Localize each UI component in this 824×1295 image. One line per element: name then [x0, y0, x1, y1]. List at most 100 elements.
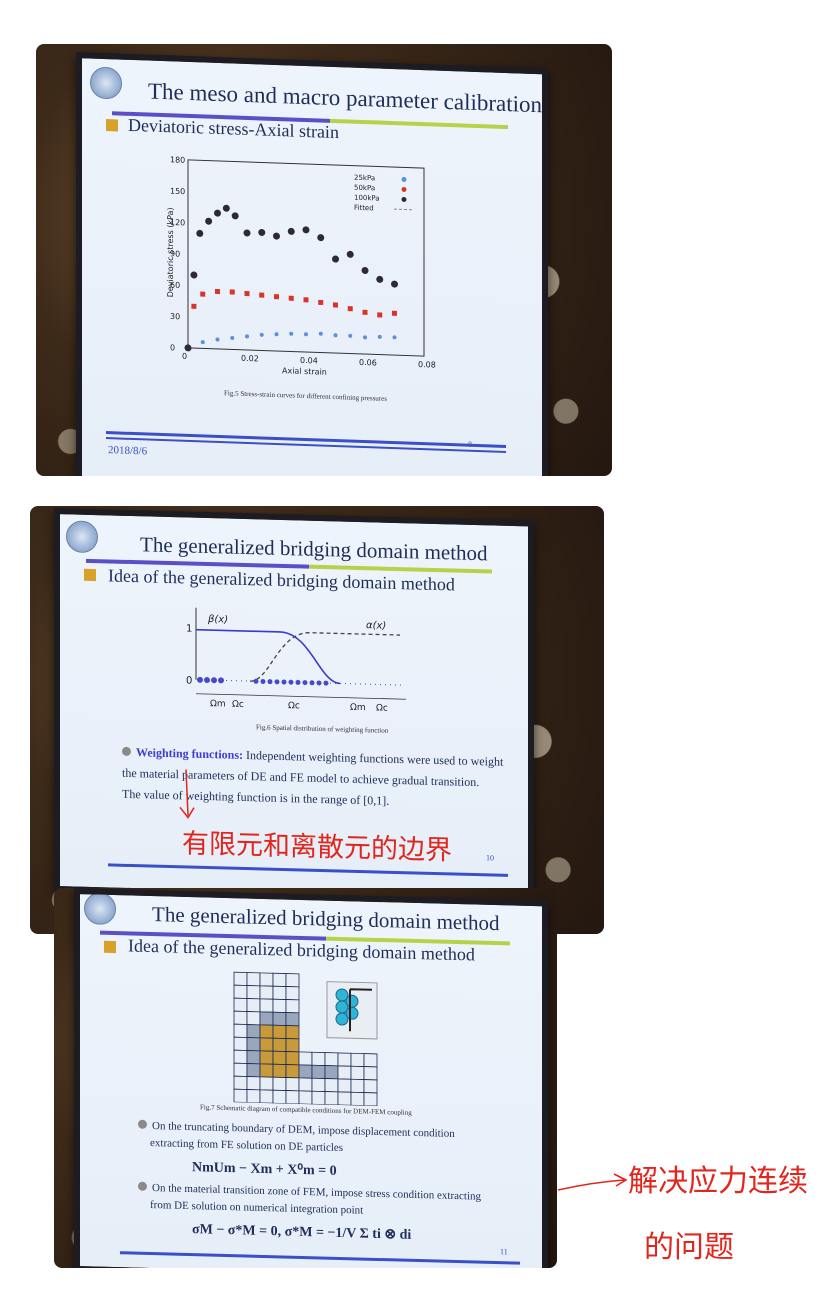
legend-label: 25kPa [354, 174, 375, 183]
bullet-square [106, 119, 118, 132]
mesh-cell [324, 1078, 339, 1093]
slide1-date: 2018/8/6 [108, 444, 148, 458]
omega-m-label-right: Ωm [350, 703, 366, 713]
legend-swatch [401, 196, 407, 202]
slide1-title: The meso and macro parameter calibration [148, 78, 543, 118]
bullet-label: Weighting functions: [136, 745, 244, 762]
slide2-caption: Fig.6 Spatial distribution of weighting … [256, 723, 389, 735]
legend-swatch [401, 186, 407, 192]
point-25kPa [377, 334, 382, 339]
mesh-cell [233, 1088, 248, 1103]
mesh-cell [233, 1075, 248, 1090]
mesh-cell [246, 1050, 261, 1065]
mesh-cell [285, 1077, 300, 1092]
mesh-cell [259, 1076, 274, 1091]
beta-curve [196, 628, 341, 685]
beta-label: β(x) [207, 614, 228, 626]
y-zero-label: 0 [186, 675, 192, 686]
mesh-cell [298, 1051, 313, 1066]
point-25kPa [304, 332, 308, 337]
x-axis-label: Axial strain [282, 366, 327, 377]
mesh-cell [272, 1037, 287, 1052]
chart-points [184, 204, 398, 352]
stress-bullet: On the material transition zone of FEM, … [138, 1180, 481, 1223]
mesh-cell [285, 1051, 300, 1066]
point-100kPa [287, 227, 295, 235]
handwritten-annotation-stress-line2: 的问题 [644, 1230, 734, 1265]
mesh-cell [337, 1078, 352, 1093]
point-50kPa [215, 288, 220, 295]
mesh-cell [233, 1010, 248, 1025]
stress-formula: σM − σ*M = 0, σ*M = −1/V Σ ti ⊗ di [192, 1222, 412, 1243]
mesh-cell [272, 1089, 287, 1104]
mesh-cell [246, 1011, 261, 1026]
mesh-cell [259, 1063, 274, 1078]
mesh-cell [272, 1076, 287, 1091]
bullet-dot [138, 1119, 147, 1129]
alpha-curve [249, 632, 400, 682]
mesh-cell [246, 1024, 261, 1039]
point-25kPa [348, 333, 353, 338]
handwritten-arrow-right [557, 1173, 628, 1191]
point-50kPa [288, 295, 294, 301]
mesh-cell [298, 1077, 313, 1092]
footer-line [120, 1251, 520, 1265]
point-25kPa [318, 331, 323, 336]
point-25kPa [245, 334, 249, 339]
mesh-cell [285, 999, 300, 1014]
mesh-cell [298, 1090, 313, 1105]
university-logo [90, 66, 122, 100]
point-50kPa [347, 306, 353, 312]
mesh-cell [285, 1064, 300, 1079]
displacement-formula: NmUm − Xm + X⁰m = 0 [192, 1160, 337, 1179]
point-100kPa [222, 204, 230, 212]
point-25kPa [274, 332, 279, 337]
mesh-cell [272, 1011, 287, 1026]
legend-swatch [394, 208, 414, 211]
projection-screen-1: The meso and macro parameter calibration… [76, 52, 548, 476]
alpha-label: α(x) [366, 620, 386, 632]
mesh-cell [285, 986, 300, 1001]
dem-fem-coupling-mesh [233, 971, 378, 1107]
mesh-cell [350, 1091, 365, 1107]
point-25kPa [230, 335, 235, 340]
x-tick-label: 0 [182, 352, 187, 361]
point-100kPa [376, 275, 384, 283]
point-50kPa [362, 309, 368, 315]
mesh-cell [272, 985, 287, 1000]
mesh-cell [285, 973, 300, 988]
point-50kPa [200, 291, 206, 297]
photo-slide-calibration: The meso and macro parameter calibration… [36, 44, 612, 476]
mesh-cell [233, 971, 248, 986]
mesh-cell [259, 1037, 274, 1052]
photo-slide-coupling: The generalized bridging domain method I… [54, 888, 557, 1268]
point-25kPa [363, 335, 367, 340]
slide3-page-number: 11 [500, 1247, 508, 1257]
point-100kPa [243, 229, 251, 237]
point-100kPa [361, 267, 369, 275]
mesh-cell [363, 1092, 378, 1107]
mesh-cell [259, 972, 274, 987]
y-tick-label: 60 [170, 281, 180, 290]
point-50kPa [318, 299, 324, 306]
point-25kPa [392, 335, 397, 340]
projection-screen-3: The generalized bridging domain method I… [74, 888, 548, 1268]
mesh-cell [246, 1076, 261, 1091]
point-100kPa [196, 229, 204, 237]
legend-label: 100kPa [354, 194, 380, 203]
point-50kPa [392, 310, 397, 316]
bullet-square [104, 940, 116, 954]
y-tick-label: 180 [170, 155, 185, 165]
mesh-cell [285, 1038, 300, 1053]
point-100kPa [317, 234, 325, 242]
mesh-cell [363, 1079, 378, 1094]
mesh-cell [272, 1024, 287, 1039]
point-50kPa [259, 292, 265, 298]
mesh-cell [246, 1089, 261, 1104]
mesh-cell [311, 1051, 326, 1066]
handwritten-annotation-boundary: 有限元和离散元的边界 [182, 828, 452, 867]
mesh-cell [350, 1065, 365, 1081]
bullet-dot [122, 746, 131, 757]
point-100kPa [391, 280, 398, 288]
mesh-cell [298, 1064, 313, 1079]
